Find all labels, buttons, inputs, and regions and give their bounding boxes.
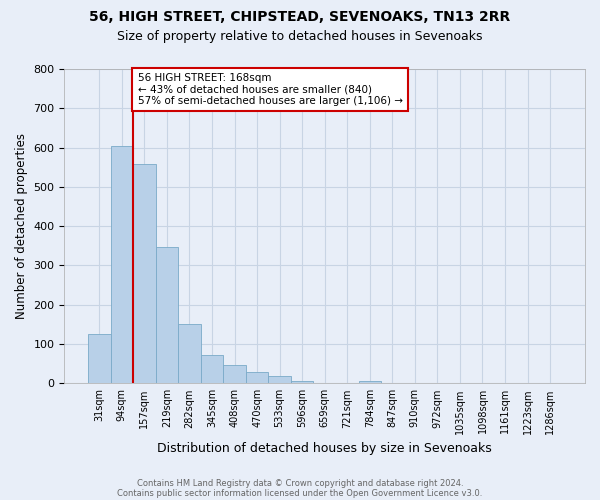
Bar xyxy=(268,376,291,384)
Text: Contains public sector information licensed under the Open Government Licence v3: Contains public sector information licen… xyxy=(118,488,482,498)
Bar xyxy=(359,381,381,384)
Bar xyxy=(178,324,201,384)
Bar xyxy=(291,380,313,384)
Bar xyxy=(88,334,110,384)
Bar xyxy=(155,246,178,384)
Text: Contains HM Land Registry data © Crown copyright and database right 2024.: Contains HM Land Registry data © Crown c… xyxy=(137,478,463,488)
Bar xyxy=(110,146,133,384)
Y-axis label: Number of detached properties: Number of detached properties xyxy=(15,133,28,319)
Text: Size of property relative to detached houses in Sevenoaks: Size of property relative to detached ho… xyxy=(117,30,483,43)
Text: 56 HIGH STREET: 168sqm
← 43% of detached houses are smaller (840)
57% of semi-de: 56 HIGH STREET: 168sqm ← 43% of detached… xyxy=(137,73,403,106)
Bar xyxy=(133,164,155,384)
X-axis label: Distribution of detached houses by size in Sevenoaks: Distribution of detached houses by size … xyxy=(157,442,492,455)
Text: 56, HIGH STREET, CHIPSTEAD, SEVENOAKS, TN13 2RR: 56, HIGH STREET, CHIPSTEAD, SEVENOAKS, T… xyxy=(89,10,511,24)
Bar xyxy=(223,365,246,384)
Bar xyxy=(246,372,268,384)
Bar xyxy=(201,355,223,384)
